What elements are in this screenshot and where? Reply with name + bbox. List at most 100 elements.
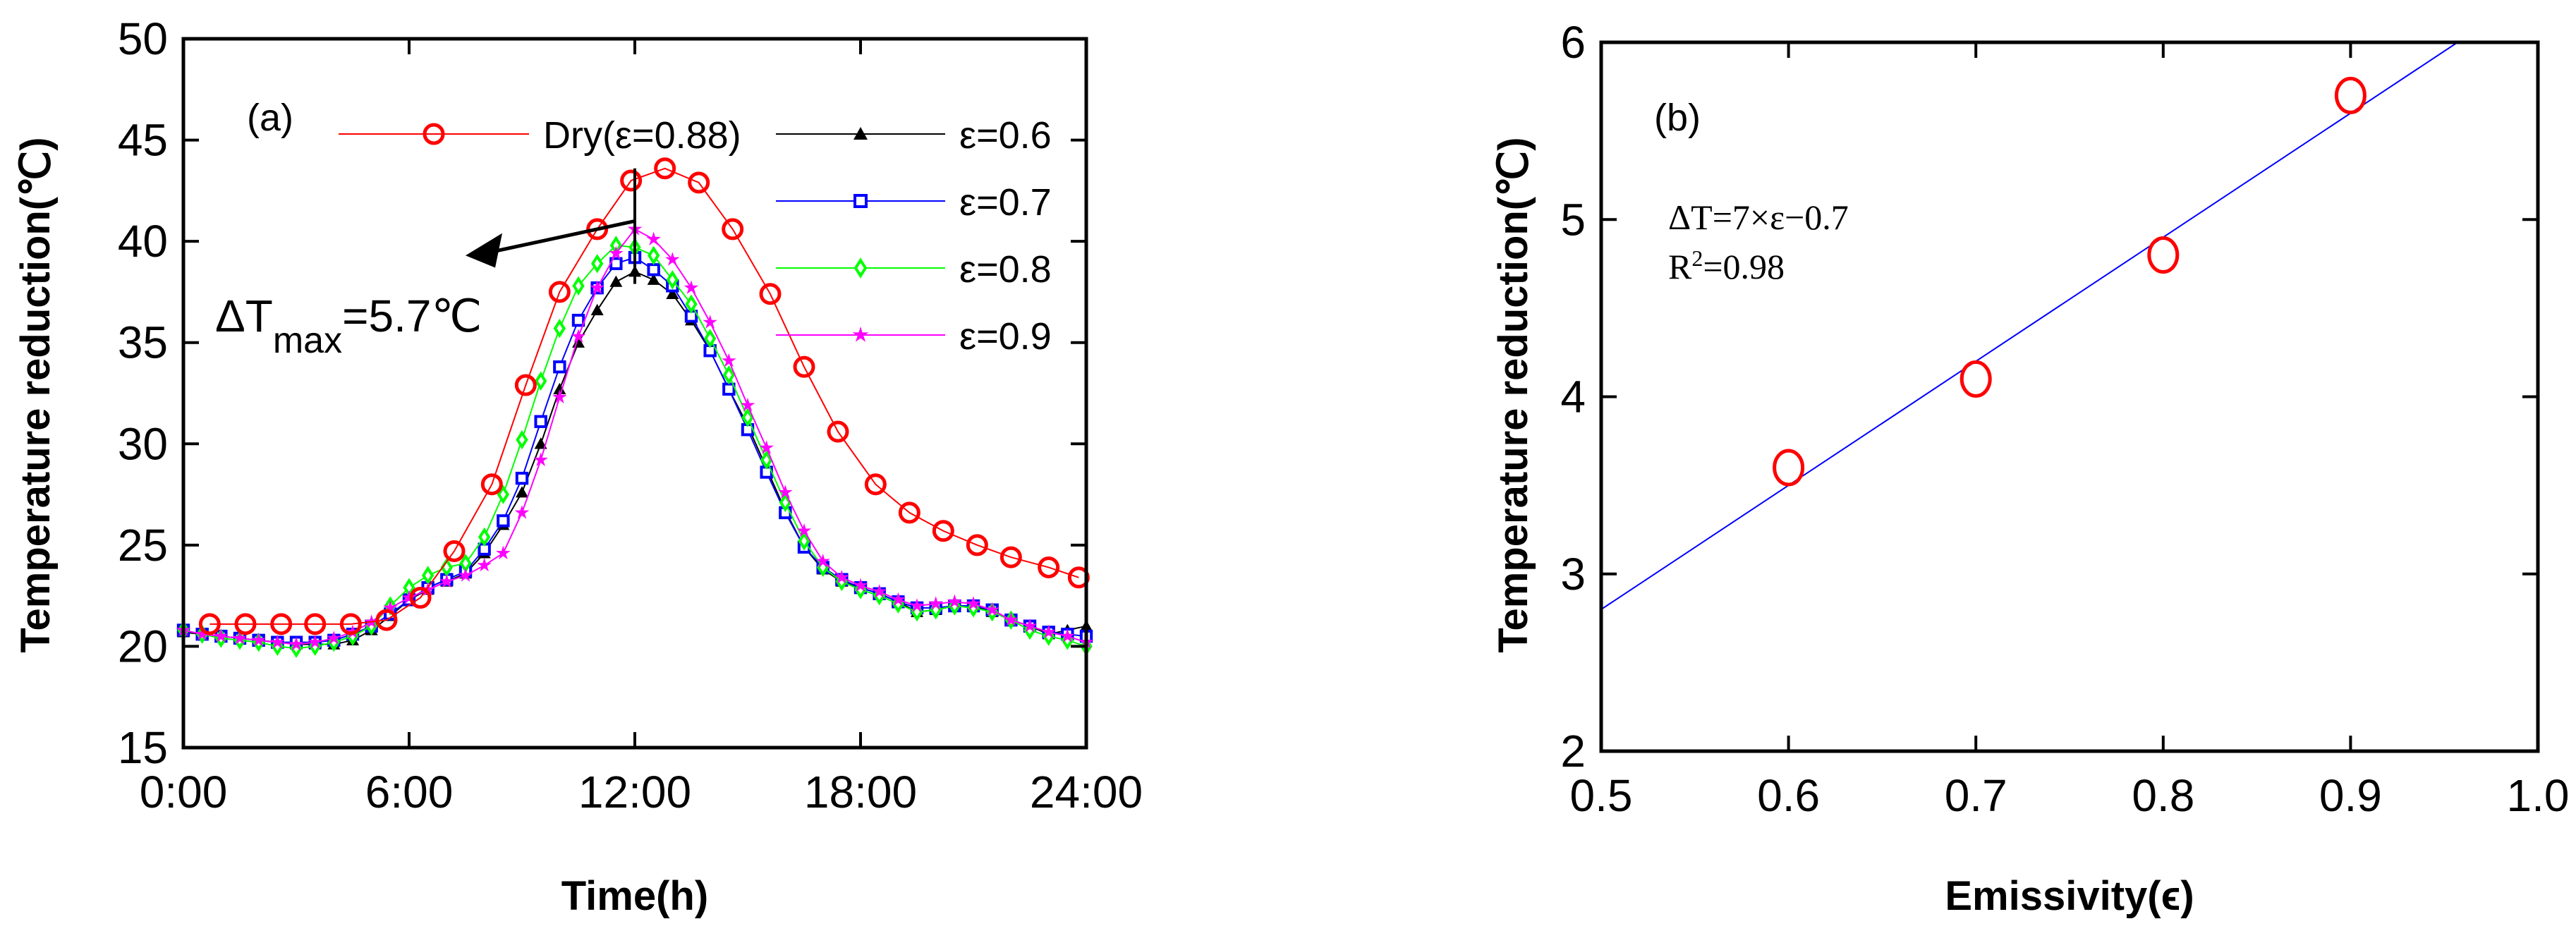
svg-text:R2=0.98: R2=0.98 (1668, 245, 1785, 286)
delta-tmax-value: =5.7℃ (342, 291, 482, 341)
series-line (209, 167, 1079, 625)
circle-marker (932, 520, 954, 542)
star-marker (195, 626, 209, 640)
star-marker (609, 245, 624, 260)
square-marker (647, 263, 660, 276)
circle-marker (409, 587, 432, 609)
delta-tmax-prefix: ΔT (215, 291, 273, 341)
star-marker (1060, 628, 1075, 643)
star-marker (327, 631, 341, 645)
diamond-marker (666, 270, 679, 290)
legend-item: Dry(ε=0.88) (339, 114, 741, 157)
y-tick-label: 50 (118, 13, 168, 64)
star-marker (646, 231, 661, 245)
diamond-marker (497, 485, 510, 504)
svg-text:ΔTmax=5.7℃: ΔTmax=5.7℃ (215, 291, 482, 361)
diamond-marker (779, 492, 792, 513)
y-tick-label: 4 (1560, 372, 1586, 422)
star-marker (852, 327, 869, 342)
triangle-marker (553, 382, 566, 394)
circle-marker (514, 374, 537, 396)
diamond-marker (685, 294, 698, 314)
square-marker (553, 360, 566, 374)
y-tick-label: 3 (1560, 549, 1586, 600)
circle-marker (443, 540, 466, 562)
x-tick-label: 0.6 (1757, 770, 1820, 821)
star-marker (1022, 618, 1038, 633)
y-tick-label: 45 (118, 115, 168, 166)
star-marker (947, 594, 962, 608)
panel-a-x-axis-title: Time(h) (561, 873, 708, 919)
star-marker (872, 584, 887, 598)
y-tick-label: 15 (118, 722, 168, 773)
series-0 (198, 157, 1090, 635)
r2-prefix: R (1668, 247, 1692, 286)
y-tick-label: 5 (1560, 194, 1586, 245)
x-tick-label: 6:00 (365, 767, 454, 817)
circle-marker (1000, 546, 1022, 568)
star-marker (288, 636, 304, 651)
diamond-marker (647, 245, 660, 265)
square-marker (571, 313, 585, 327)
circle-marker (375, 609, 398, 631)
star-marker (834, 570, 849, 584)
diamond-marker (590, 254, 604, 274)
circle-marker (793, 355, 815, 378)
circle-marker (304, 613, 327, 635)
triangle-marker (534, 437, 547, 449)
square-marker (515, 471, 529, 485)
series-3 (177, 236, 1093, 658)
star-marker (853, 578, 868, 592)
star-marker (383, 600, 398, 614)
star-marker (401, 590, 417, 604)
star-marker (796, 523, 812, 537)
panel-b-x-axis-title: Emissivity(ϵ) (1945, 873, 2194, 919)
y-tick-label: 40 (118, 216, 168, 267)
star-marker (909, 598, 925, 612)
circle-marker (339, 613, 362, 635)
r2-value: =0.98 (1703, 247, 1785, 286)
star-marker (458, 568, 473, 582)
panel-b-chart: 0.5 0.6 0.7 0.8 0.9 1.0 2 3 4 5 6 (b) ΔT=7×ε−0.7 R… (1490, 17, 2569, 919)
panel-b-ticks: 0.5 0.6 0.7 0.8 0.9 1.0 2 3 4 5 6 (1560, 17, 2569, 821)
circle-marker (688, 171, 710, 194)
diamond-marker (516, 430, 528, 450)
panel-b-series (1600, 42, 2458, 610)
star-marker (308, 634, 322, 649)
square-marker (497, 514, 510, 528)
diamond-marker (553, 318, 566, 339)
triangle-marker (647, 273, 660, 285)
panel-b-label: (b) (1654, 97, 1701, 139)
diamond-marker (478, 527, 491, 547)
diamond-marker (798, 531, 810, 551)
series-line (183, 257, 1087, 643)
panel-a-legend: Dry(ε=0.88) ε=0.6 ε=0.7 ε=0.8 ε=0.9 (339, 114, 1052, 358)
legend-item: ε=0.7 (776, 181, 1052, 224)
x-tick-label: 0:00 (140, 767, 228, 817)
diamond-marker (722, 365, 736, 385)
star-marker (1041, 624, 1056, 639)
legend-item: ε=0.8 (776, 248, 1052, 291)
star-marker (1004, 612, 1019, 626)
diamond-marker (703, 329, 717, 348)
star-marker (684, 280, 699, 294)
circle-marker (270, 613, 293, 635)
panel-a-label: (a) (247, 97, 293, 139)
series-2 (176, 250, 1093, 649)
y-tick-label: 25 (118, 520, 168, 571)
circle-marker (898, 501, 921, 524)
data-point (1960, 360, 1992, 398)
star-marker (759, 440, 774, 454)
star-marker (703, 315, 717, 329)
circle-marker (827, 420, 849, 443)
star-marker (251, 633, 266, 647)
x-tick-label: 0.8 (2132, 770, 2194, 821)
circle-marker (1038, 556, 1060, 578)
diamond-marker (572, 276, 585, 296)
legend-label: ε=0.9 (959, 315, 1052, 358)
y-tick-label: 2 (1560, 726, 1586, 777)
panel-a-y-axis-title: Temperature reduction(℃) (13, 137, 59, 652)
data-point (2147, 236, 2180, 274)
